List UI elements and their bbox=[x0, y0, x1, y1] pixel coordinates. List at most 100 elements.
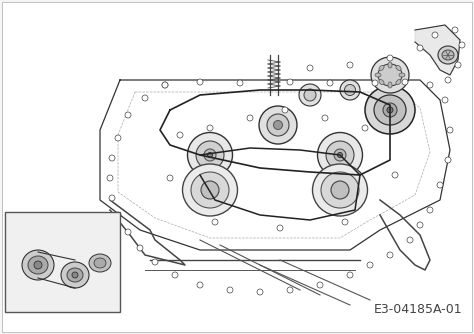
Ellipse shape bbox=[204, 149, 216, 161]
Circle shape bbox=[152, 259, 158, 265]
Ellipse shape bbox=[371, 57, 409, 93]
Ellipse shape bbox=[383, 103, 397, 117]
Circle shape bbox=[137, 245, 143, 251]
Ellipse shape bbox=[67, 268, 83, 282]
Circle shape bbox=[447, 127, 453, 133]
Circle shape bbox=[162, 82, 168, 88]
Circle shape bbox=[387, 252, 393, 258]
Circle shape bbox=[367, 262, 373, 268]
Circle shape bbox=[372, 80, 378, 86]
Ellipse shape bbox=[312, 164, 367, 216]
Circle shape bbox=[197, 79, 203, 85]
Ellipse shape bbox=[61, 262, 89, 288]
FancyBboxPatch shape bbox=[2, 2, 472, 332]
Circle shape bbox=[392, 172, 398, 178]
Ellipse shape bbox=[191, 172, 229, 208]
Circle shape bbox=[387, 55, 393, 61]
Ellipse shape bbox=[399, 73, 405, 77]
Ellipse shape bbox=[345, 85, 356, 96]
Ellipse shape bbox=[388, 62, 392, 68]
Ellipse shape bbox=[442, 50, 454, 60]
Circle shape bbox=[437, 182, 443, 188]
Ellipse shape bbox=[208, 153, 212, 158]
Circle shape bbox=[162, 82, 168, 88]
Circle shape bbox=[107, 175, 113, 181]
Circle shape bbox=[427, 82, 433, 88]
Ellipse shape bbox=[379, 65, 384, 70]
Circle shape bbox=[427, 207, 433, 213]
Circle shape bbox=[452, 27, 458, 33]
Ellipse shape bbox=[375, 73, 381, 77]
Circle shape bbox=[347, 272, 353, 278]
Ellipse shape bbox=[340, 80, 360, 100]
Ellipse shape bbox=[273, 121, 283, 130]
Circle shape bbox=[442, 97, 448, 103]
Circle shape bbox=[362, 125, 368, 131]
Ellipse shape bbox=[182, 164, 237, 216]
Ellipse shape bbox=[438, 46, 458, 64]
Circle shape bbox=[125, 112, 131, 118]
Circle shape bbox=[402, 79, 408, 85]
Circle shape bbox=[207, 125, 213, 131]
Ellipse shape bbox=[94, 258, 106, 268]
Polygon shape bbox=[415, 25, 460, 75]
Circle shape bbox=[247, 115, 253, 121]
Ellipse shape bbox=[387, 107, 393, 113]
Circle shape bbox=[227, 287, 233, 293]
Circle shape bbox=[167, 175, 173, 181]
Ellipse shape bbox=[299, 84, 321, 106]
Circle shape bbox=[322, 115, 328, 121]
Circle shape bbox=[459, 42, 465, 48]
Text: E3-04185A-01: E3-04185A-01 bbox=[374, 303, 462, 316]
Circle shape bbox=[432, 32, 438, 38]
Ellipse shape bbox=[196, 141, 224, 169]
Ellipse shape bbox=[365, 86, 415, 134]
Circle shape bbox=[109, 155, 115, 161]
Circle shape bbox=[445, 77, 451, 83]
FancyBboxPatch shape bbox=[5, 212, 120, 312]
Ellipse shape bbox=[267, 114, 289, 136]
Circle shape bbox=[142, 95, 148, 101]
Circle shape bbox=[282, 107, 288, 113]
Circle shape bbox=[125, 229, 131, 235]
Ellipse shape bbox=[374, 95, 406, 125]
Ellipse shape bbox=[388, 82, 392, 88]
Ellipse shape bbox=[378, 64, 402, 86]
Ellipse shape bbox=[337, 153, 343, 158]
Ellipse shape bbox=[396, 79, 401, 85]
Circle shape bbox=[172, 272, 178, 278]
Ellipse shape bbox=[72, 272, 78, 278]
Ellipse shape bbox=[326, 141, 354, 169]
Ellipse shape bbox=[331, 181, 349, 199]
Circle shape bbox=[455, 62, 461, 68]
Ellipse shape bbox=[22, 250, 54, 280]
Circle shape bbox=[115, 212, 121, 218]
Ellipse shape bbox=[201, 181, 219, 199]
Circle shape bbox=[115, 135, 121, 141]
Circle shape bbox=[287, 79, 293, 85]
Circle shape bbox=[257, 289, 263, 295]
Circle shape bbox=[417, 222, 423, 228]
Circle shape bbox=[342, 219, 348, 225]
Ellipse shape bbox=[34, 261, 42, 269]
Ellipse shape bbox=[334, 149, 346, 161]
Circle shape bbox=[197, 282, 203, 288]
Ellipse shape bbox=[379, 79, 384, 85]
Circle shape bbox=[212, 219, 218, 225]
Circle shape bbox=[407, 237, 413, 243]
Ellipse shape bbox=[396, 65, 401, 70]
Circle shape bbox=[287, 287, 293, 293]
Circle shape bbox=[109, 195, 115, 201]
Ellipse shape bbox=[28, 256, 48, 274]
Ellipse shape bbox=[304, 89, 316, 101]
Circle shape bbox=[277, 225, 283, 231]
Circle shape bbox=[317, 282, 323, 288]
Ellipse shape bbox=[259, 106, 297, 144]
Circle shape bbox=[237, 80, 243, 86]
Circle shape bbox=[347, 62, 353, 68]
Circle shape bbox=[445, 157, 451, 163]
Circle shape bbox=[177, 132, 183, 138]
Circle shape bbox=[327, 80, 333, 86]
Ellipse shape bbox=[89, 254, 111, 272]
Ellipse shape bbox=[188, 133, 233, 177]
